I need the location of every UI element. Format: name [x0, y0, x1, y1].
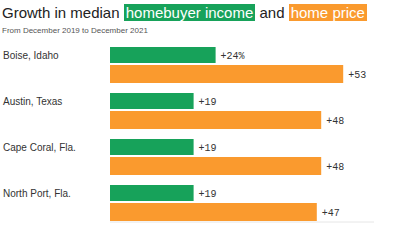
title: Growth in median homebuyer income and ho…	[2, 3, 367, 23]
data-label: +19	[199, 97, 217, 108]
category-label: Austin, Texas	[3, 96, 62, 107]
data-label: +47	[322, 208, 340, 219]
subtitle: From December 2019 to December 2021	[2, 26, 148, 35]
legend-entry: home price	[289, 4, 367, 21]
bar	[110, 203, 317, 221]
bar	[110, 157, 321, 175]
data-label: +24%	[221, 51, 245, 62]
legend-entry: homebuyer income	[124, 4, 256, 21]
axis-line	[110, 222, 374, 223]
data-label: +19	[199, 143, 217, 154]
category-label: Boise, Idaho	[3, 50, 59, 61]
bar	[110, 111, 321, 129]
category-label: Cape Coral, Fla.	[3, 142, 76, 153]
plot: Boise, Idaho +24% +53 Austin, Texas +19 +48 Ca…	[0, 0, 400, 225]
chart: Growth in median homebuyer income and ho…	[0, 0, 400, 225]
data-label: +19	[199, 189, 217, 200]
data-label: +53	[348, 70, 366, 81]
bar	[110, 93, 194, 109]
bar	[110, 139, 194, 155]
bar	[110, 185, 194, 201]
bars	[110, 47, 343, 221]
title-text: and	[255, 4, 288, 21]
data-label: +48	[326, 116, 344, 127]
title-text: Growth in median	[2, 4, 124, 21]
bar	[110, 65, 343, 83]
data-label: +48	[326, 162, 344, 173]
labels: Boise, Idaho +24% +53 Austin, Texas +19 +48 Ca…	[3, 50, 366, 219]
bar	[110, 47, 216, 63]
category-label: North Port, Fla.	[3, 188, 71, 199]
